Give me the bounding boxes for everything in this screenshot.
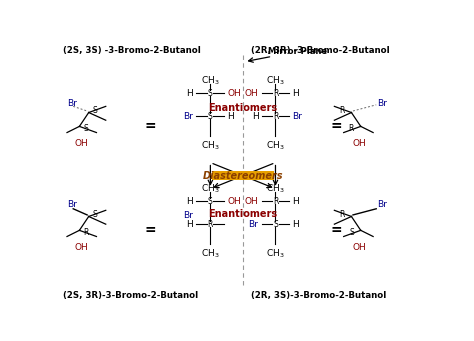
- Text: S: S: [349, 228, 354, 237]
- Text: (2R, 3S)-3-Bromo-2-Butanol: (2R, 3S)-3-Bromo-2-Butanol: [251, 291, 387, 299]
- Text: R: R: [273, 112, 278, 121]
- Text: H: H: [252, 112, 258, 121]
- Text: Mirror Plane: Mirror Plane: [268, 47, 328, 56]
- Text: S: S: [208, 112, 213, 121]
- Text: CH$_3$: CH$_3$: [201, 75, 219, 87]
- Text: R: R: [273, 89, 278, 98]
- Text: CH$_3$: CH$_3$: [266, 139, 285, 152]
- Text: Br: Br: [292, 112, 302, 121]
- Text: OH: OH: [228, 196, 241, 206]
- Text: H: H: [292, 196, 299, 206]
- Text: S: S: [208, 89, 213, 98]
- Text: OH: OH: [245, 89, 258, 98]
- Text: S: S: [92, 106, 97, 115]
- Text: S: S: [208, 196, 213, 206]
- Text: Br: Br: [67, 99, 77, 108]
- Text: R: R: [339, 106, 345, 115]
- Text: R: R: [339, 210, 345, 219]
- Text: OH: OH: [245, 196, 258, 206]
- Text: Enantiomers: Enantiomers: [209, 209, 277, 219]
- Text: Br: Br: [377, 200, 387, 209]
- Text: CH$_3$: CH$_3$: [201, 139, 219, 152]
- Text: Br: Br: [377, 99, 387, 108]
- Text: R: R: [83, 228, 88, 237]
- Text: =: =: [331, 119, 343, 133]
- Text: H: H: [292, 220, 299, 229]
- Text: H: H: [187, 89, 193, 98]
- Text: CH$_3$: CH$_3$: [201, 247, 219, 260]
- Text: H: H: [228, 112, 234, 121]
- Text: OH: OH: [74, 243, 88, 252]
- Text: OH: OH: [74, 139, 88, 148]
- Text: CH$_3$: CH$_3$: [201, 182, 219, 195]
- Text: R: R: [349, 124, 354, 133]
- Text: Br: Br: [67, 200, 77, 209]
- Text: (2R, 3R) -3-Bromo-2-Butanol: (2R, 3R) -3-Bromo-2-Butanol: [251, 46, 390, 55]
- Text: =: =: [144, 119, 156, 133]
- Text: CH$_3$: CH$_3$: [266, 75, 285, 87]
- Text: R: R: [208, 220, 213, 229]
- Text: Br: Br: [183, 211, 193, 220]
- Text: OH: OH: [352, 139, 366, 148]
- Text: H: H: [187, 220, 193, 229]
- Text: Br: Br: [183, 112, 193, 121]
- Text: OH: OH: [228, 89, 241, 98]
- Text: CH$_3$: CH$_3$: [266, 182, 285, 195]
- Text: S: S: [273, 220, 278, 229]
- Text: Br: Br: [248, 220, 258, 229]
- Text: H: H: [187, 196, 193, 206]
- Text: S: S: [83, 124, 88, 133]
- Text: (2S, 3S) -3-Bromo-2-Butanol: (2S, 3S) -3-Bromo-2-Butanol: [63, 46, 201, 55]
- FancyBboxPatch shape: [212, 171, 274, 180]
- Text: =: =: [144, 223, 156, 237]
- Text: S: S: [92, 210, 97, 219]
- Text: H: H: [292, 89, 299, 98]
- Text: CH$_3$: CH$_3$: [266, 247, 285, 260]
- Text: Enantiomers: Enantiomers: [209, 103, 277, 113]
- Text: Diastereomers: Diastereomers: [203, 170, 283, 181]
- Text: (2S, 3R)-3-Bromo-2-Butanol: (2S, 3R)-3-Bromo-2-Butanol: [63, 291, 198, 299]
- Text: OH: OH: [352, 243, 366, 252]
- Text: =: =: [331, 223, 343, 237]
- Text: R: R: [273, 196, 278, 206]
